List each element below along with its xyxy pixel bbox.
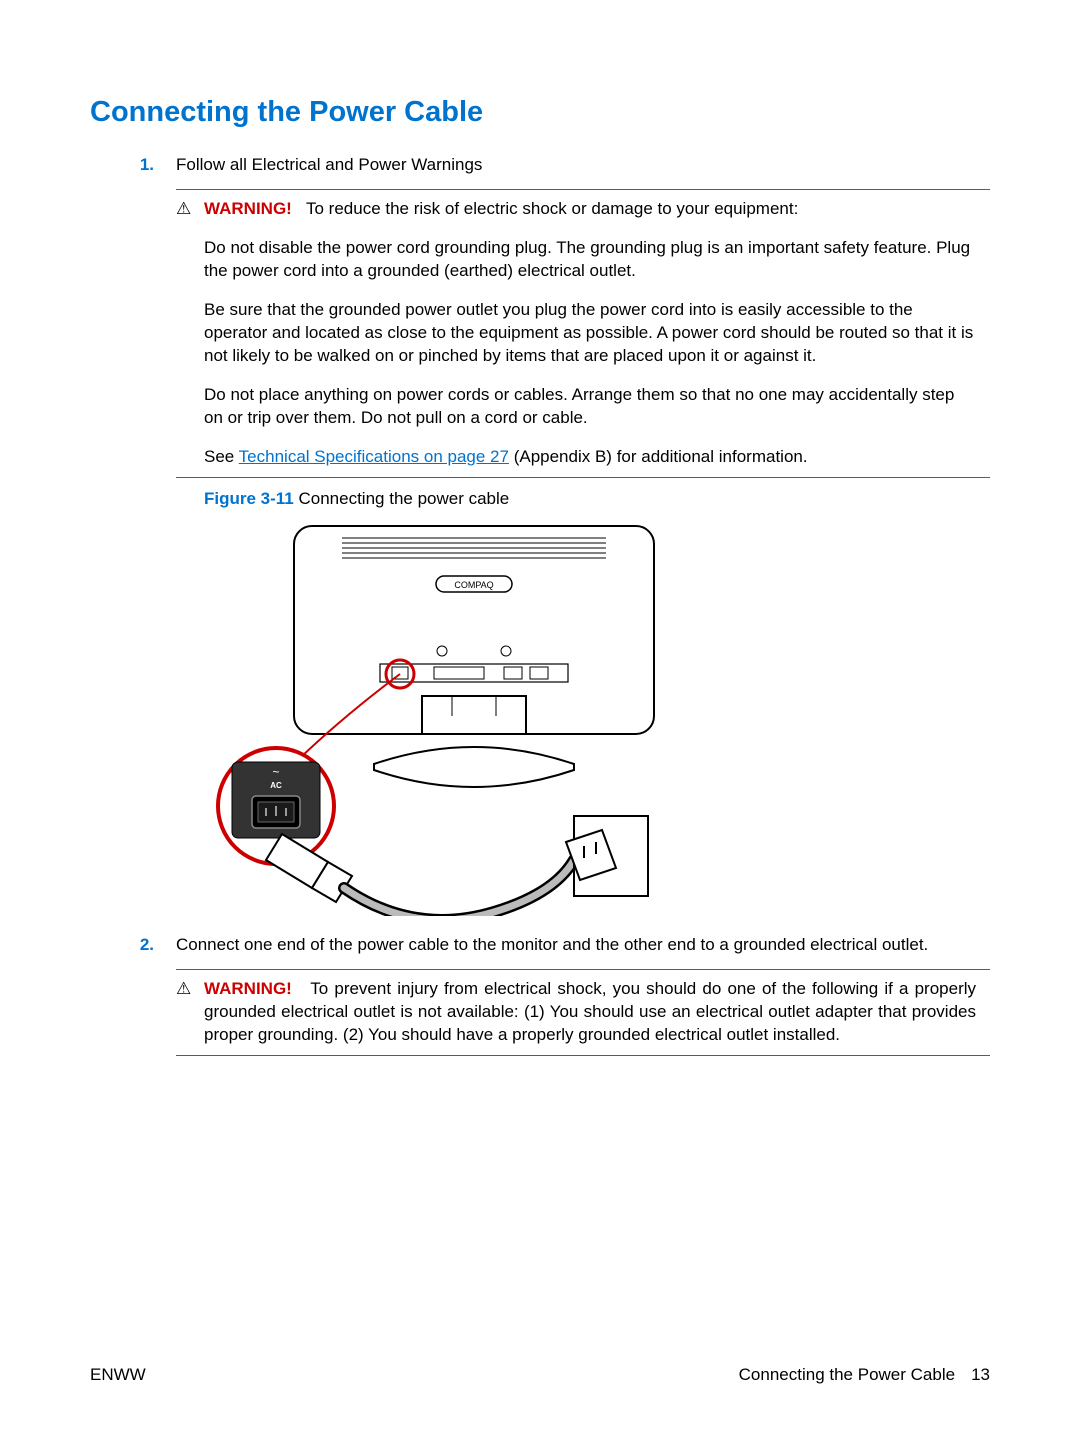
see-prefix: See <box>204 447 239 466</box>
step-2-text: Connect one end of the power cable to th… <box>176 934 990 957</box>
figure-caption: Figure 3-11 Connecting the power cable <box>204 488 990 511</box>
warning-icon: ⚠ <box>176 198 204 468</box>
warning-1-lead: To reduce the risk of electric shock or … <box>306 199 798 218</box>
step-2: 2. Connect one end of the power cable to… <box>90 934 990 957</box>
warning-2-label: WARNING! <box>204 979 292 998</box>
warning-1-label: WARNING! <box>204 199 292 218</box>
figure-caption-text: Connecting the power cable <box>294 489 509 508</box>
svg-text:~: ~ <box>272 765 279 779</box>
warning-1-para-1: Do not disable the power cord grounding … <box>204 237 976 283</box>
warning-1: ⚠ WARNING! To reduce the risk of electri… <box>176 189 990 477</box>
figure-diagram: COMPAQ ~ AC <box>204 516 674 916</box>
step-1-number: 1. <box>90 154 176 177</box>
warning-2: ⚠ WARNING! To prevent injury from electr… <box>176 969 990 1056</box>
figure-brand: COMPAQ <box>454 580 493 590</box>
warning-1-para-2: Be sure that the grounded power outlet y… <box>204 299 976 368</box>
warning-icon: ⚠ <box>176 978 204 1047</box>
footer-page-number: 13 <box>971 1364 990 1387</box>
footer-left: ENWW <box>90 1364 146 1387</box>
page-footer: ENWW Connecting the Power Cable 13 <box>90 1364 990 1387</box>
warning-1-para-3: Do not place anything on power cords or … <box>204 384 976 430</box>
warning-2-text: To prevent injury from electrical shock,… <box>204 979 976 1044</box>
figure-label: Figure 3-11 <box>204 489 294 508</box>
step-2-number: 2. <box>90 934 176 957</box>
see-suffix: (Appendix B) for additional information. <box>509 447 808 466</box>
figure-ac-label: AC <box>270 781 282 790</box>
step-1-text: Follow all Electrical and Power Warnings <box>176 154 990 177</box>
step-1: 1. Follow all Electrical and Power Warni… <box>90 154 990 177</box>
page-heading: Connecting the Power Cable <box>90 93 990 132</box>
technical-specs-link[interactable]: Technical Specifications on page 27 <box>239 447 509 466</box>
footer-section-title: Connecting the Power Cable <box>739 1364 955 1387</box>
